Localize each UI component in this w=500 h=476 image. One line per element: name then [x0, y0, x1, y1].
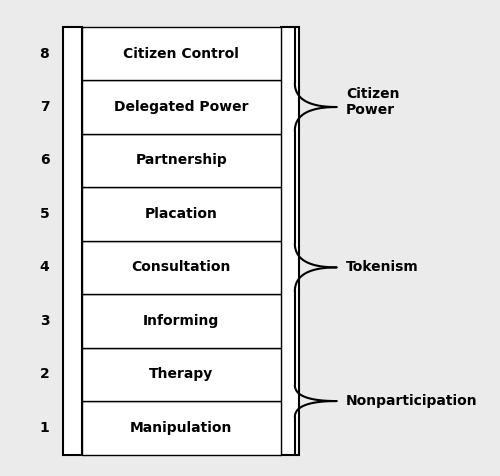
Text: Delegated Power: Delegated Power	[114, 100, 248, 114]
Text: Nonparticipation: Nonparticipation	[346, 394, 478, 408]
Bar	[63, 27, 82, 455]
Bar	[82, 27, 281, 80]
Text: Citizen Control: Citizen Control	[124, 47, 239, 60]
Text: 6: 6	[40, 153, 50, 168]
Text: Manipulation: Manipulation	[130, 421, 232, 435]
Text: Citizen
Power: Citizen Power	[346, 87, 400, 117]
Text: 8: 8	[40, 47, 50, 60]
Bar	[82, 241, 281, 294]
Text: 5: 5	[40, 207, 50, 221]
Text: Informing: Informing	[143, 314, 220, 328]
Text: Therapy: Therapy	[149, 367, 214, 381]
Bar	[82, 80, 281, 134]
Text: Consultation: Consultation	[132, 260, 231, 274]
Text: 7: 7	[40, 100, 50, 114]
Text: 1: 1	[40, 421, 50, 435]
Bar	[82, 134, 281, 187]
Bar	[82, 401, 281, 455]
Text: 2: 2	[40, 367, 50, 381]
Bar	[82, 347, 281, 401]
Text: 4: 4	[40, 260, 50, 274]
Bar	[82, 294, 281, 347]
Text: 3: 3	[40, 314, 50, 328]
Bar	[82, 187, 281, 241]
Text: Placation: Placation	[145, 207, 218, 221]
Text: Tokenism: Tokenism	[346, 260, 418, 274]
Text: Partnership: Partnership	[136, 153, 227, 168]
Bar	[281, 27, 299, 455]
